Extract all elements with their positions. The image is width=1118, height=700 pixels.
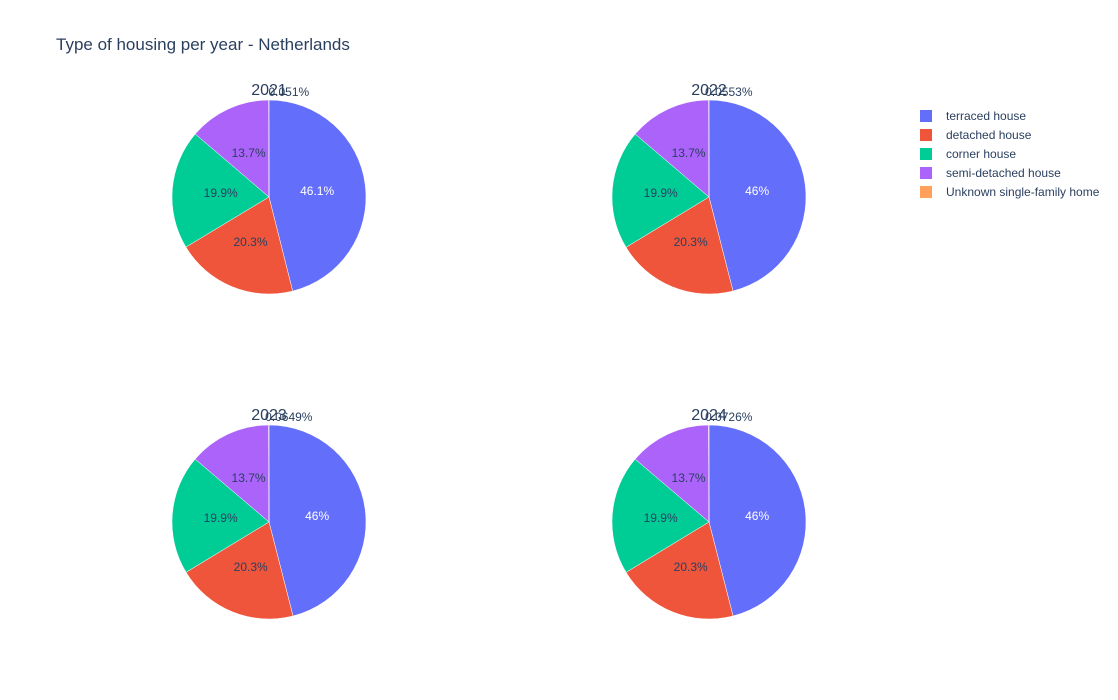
slice-label: 13.7% xyxy=(672,146,706,160)
legend-swatch xyxy=(920,166,932,179)
subplot-title: 2021 xyxy=(251,82,287,99)
slice-label: 19.9% xyxy=(204,186,238,200)
subplot-title: 2022 xyxy=(691,82,727,99)
pie-slice[interactable] xyxy=(185,521,294,620)
legend-item[interactable]: corner house xyxy=(920,144,1099,163)
slice-label: 20.3% xyxy=(234,235,268,249)
slice-label: 19.9% xyxy=(644,511,678,525)
pie-2022: 2022 46% 20.3% 19.9% 13.7% 0.0553% xyxy=(611,82,807,295)
pie-slice[interactable] xyxy=(625,521,734,620)
pie-slice[interactable] xyxy=(634,99,710,198)
pie-slice[interactable] xyxy=(625,196,734,295)
pie-slice[interactable] xyxy=(611,133,710,248)
pie-slice[interactable] xyxy=(708,99,807,292)
pie-2021: 2021 46.1% 20.3% 19.9% 13.7% 0.051% xyxy=(171,82,367,295)
chart-title: Type of housing per year - Netherlands xyxy=(56,35,350,54)
slice-label: 20.3% xyxy=(234,560,268,574)
slice-label: 0.0726% xyxy=(705,410,753,424)
slice-label: 20.3% xyxy=(674,235,708,249)
pie-slice[interactable] xyxy=(268,99,367,292)
pie-slice[interactable] xyxy=(194,99,270,198)
legend-label: detached house xyxy=(946,127,1032,142)
legend-item[interactable]: semi-detached house xyxy=(920,163,1099,182)
slice-label: 13.7% xyxy=(672,471,706,485)
pie-2023: 2023 46% 20.3% 19.9% 13.7% 0.0649% xyxy=(171,407,367,620)
legend-label: corner house xyxy=(946,146,1017,161)
slice-label: 0.0649% xyxy=(265,410,313,424)
slice-label: 46% xyxy=(745,509,769,523)
legend-item[interactable]: detached house xyxy=(920,125,1099,144)
pie-slice[interactable] xyxy=(194,424,270,523)
pie-slice[interactable] xyxy=(171,133,270,248)
subplot-title: 2024 xyxy=(691,407,727,424)
legend-label: terraced house xyxy=(946,108,1027,123)
slice-label: 13.7% xyxy=(232,146,266,160)
legend-swatch xyxy=(920,185,932,198)
legend: terraced house detached house corner house… xyxy=(920,106,1099,201)
legend-swatch xyxy=(920,109,932,122)
pie-slice[interactable] xyxy=(634,424,710,523)
legend-label: Unknown single-family home xyxy=(946,184,1100,199)
subplot-title: 2023 xyxy=(251,407,287,424)
pie-2024: 2024 46% 20.3% 19.9% 13.7% 0.0726% xyxy=(611,407,807,620)
legend-item[interactable]: Unknown single-family home xyxy=(920,182,1099,201)
pie-slice[interactable] xyxy=(268,424,367,617)
pie-slice[interactable] xyxy=(171,458,270,573)
pie-slice[interactable] xyxy=(611,458,710,573)
slice-label: 46.1% xyxy=(300,184,334,198)
slice-label: 0.0553% xyxy=(705,85,753,99)
legend-label: semi-detached house xyxy=(946,165,1061,180)
slice-label: 20.3% xyxy=(674,560,708,574)
pie-slice[interactable] xyxy=(185,196,293,295)
slice-label: 0.051% xyxy=(268,85,309,99)
slice-label: 46% xyxy=(305,509,329,523)
slice-label: 46% xyxy=(745,184,769,198)
legend-swatch xyxy=(920,128,932,141)
slice-label: 19.9% xyxy=(204,511,238,525)
legend-swatch xyxy=(920,147,932,160)
legend-item[interactable]: terraced house xyxy=(920,106,1099,125)
pie-slice[interactable] xyxy=(708,424,807,617)
slice-label: 19.9% xyxy=(644,186,678,200)
slice-label: 13.7% xyxy=(232,471,266,485)
